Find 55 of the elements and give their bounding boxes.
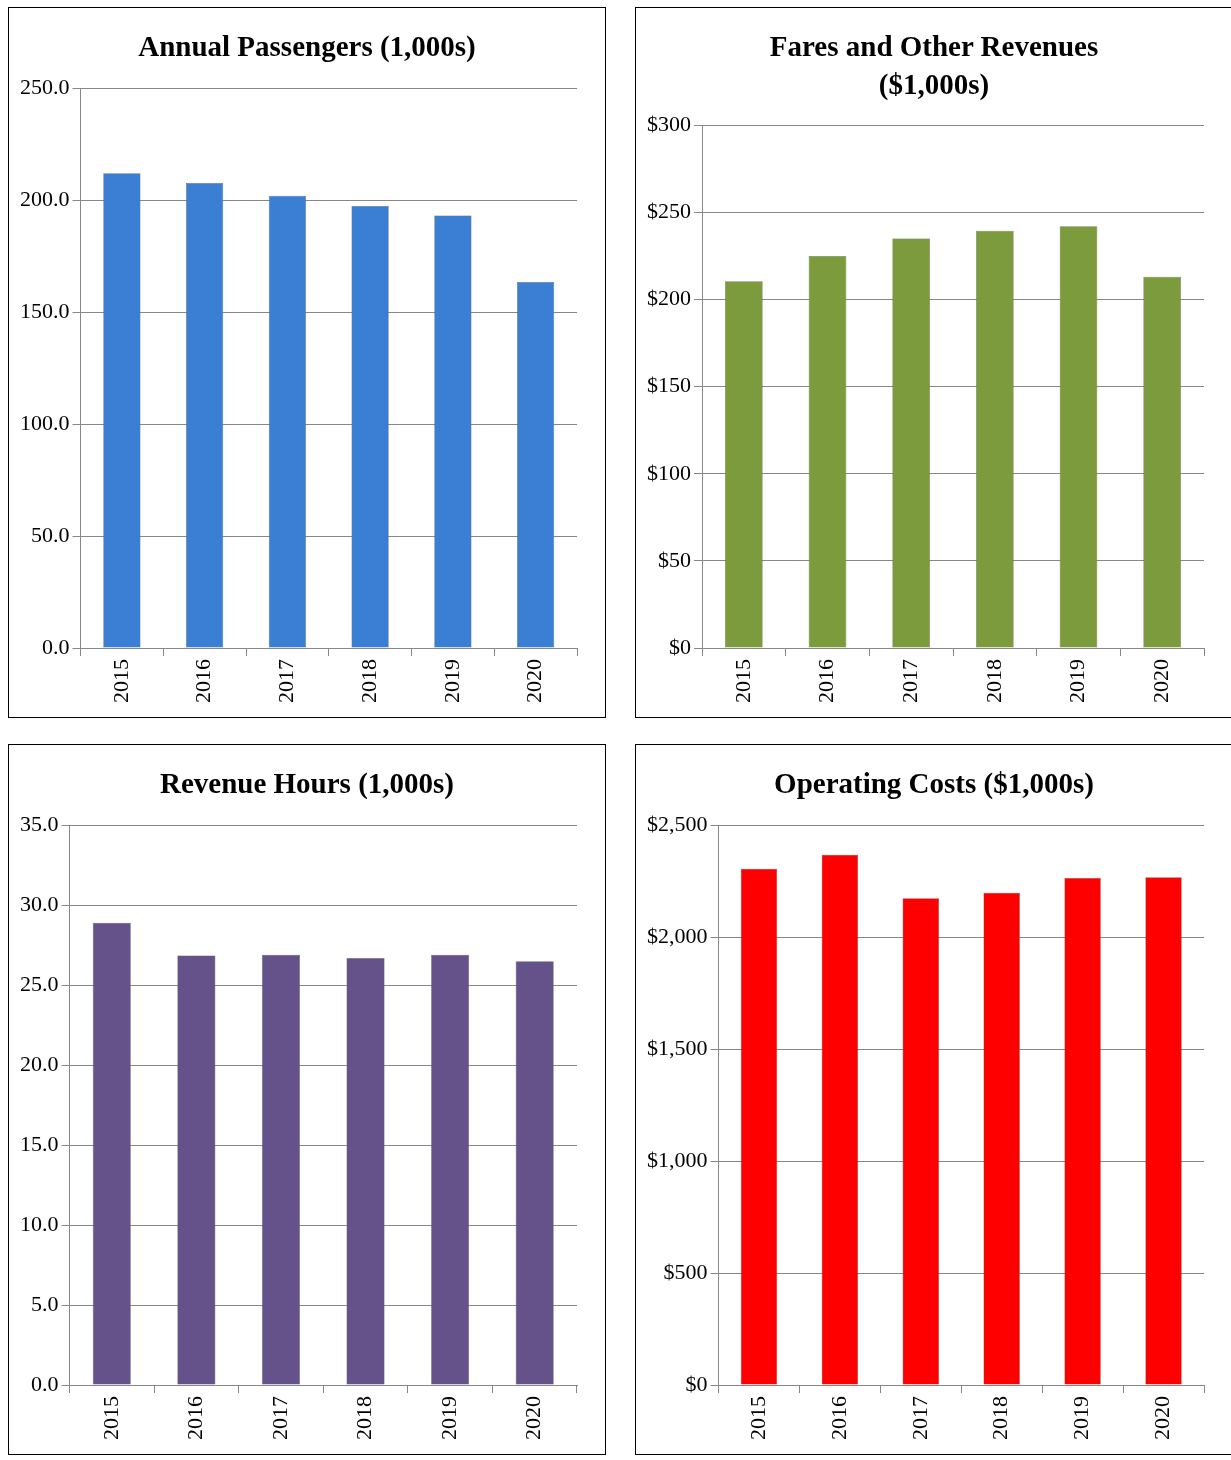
- y-tick-label: 0.0: [42, 633, 70, 659]
- y-tick-label: 15.0: [20, 1130, 59, 1156]
- chart-title: Fares and Other Revenues ($1,000s): [768, 29, 1100, 102]
- x-tick-label: 2019: [1068, 1395, 1094, 1440]
- x-tick-label: 2016: [813, 659, 839, 704]
- x-tick-label: 2019: [1064, 659, 1090, 704]
- x-tick-label: 2016: [825, 1395, 851, 1440]
- x-tick-label: 2020: [521, 658, 547, 703]
- y-tick-label: 250.0: [20, 73, 70, 99]
- y-tick-label: $2,500: [647, 810, 708, 836]
- x-tick-label: 2020: [520, 1395, 546, 1440]
- y-tick-label: 30.0: [20, 890, 59, 916]
- y-tick-label: 35.0: [20, 810, 59, 836]
- y-tick-label: $250: [647, 198, 691, 224]
- y-tick-label: $150: [647, 372, 691, 398]
- y-tick-label: 50.0: [31, 521, 70, 547]
- chart-title: Revenue Hours (1,000s): [159, 766, 455, 801]
- x-tick-label: 2015: [744, 1395, 770, 1440]
- y-tick-label: 25.0: [20, 970, 59, 996]
- y-tick-label: 150.0: [20, 297, 70, 323]
- x-tick-label: 2018: [980, 659, 1006, 704]
- x-tick-label: 2019: [438, 658, 464, 703]
- x-tick-label: 2018: [355, 658, 381, 703]
- x-tick-label: 2016: [182, 1395, 208, 1440]
- y-tick-label: 10.0: [20, 1210, 59, 1236]
- y-tick-label: $500: [663, 1258, 708, 1284]
- y-tick-label: $0: [685, 1370, 708, 1396]
- y-tick-label: 20.0: [20, 1050, 59, 1076]
- x-tick-label: 2016: [190, 658, 216, 703]
- y-tick-label: 200.0: [20, 185, 70, 211]
- x-tick-label: 2017: [906, 1395, 932, 1440]
- x-tick-label: 2020: [1149, 1395, 1175, 1440]
- x-tick-label: 2015: [729, 659, 755, 704]
- chart-title: Annual Passengers (1,000s): [137, 29, 477, 64]
- x-tick-label: 2018: [987, 1395, 1013, 1440]
- y-tick-label: $0: [669, 634, 691, 660]
- x-tick-label: 2017: [273, 658, 299, 703]
- y-tick-label: $1,500: [647, 1034, 708, 1060]
- x-tick-label: 2020: [1147, 659, 1173, 704]
- y-tick-label: $2,000: [647, 922, 708, 948]
- y-tick-label: $200: [647, 285, 691, 311]
- x-tick-label: 2017: [896, 659, 922, 704]
- y-tick-label: $1,000: [647, 1146, 708, 1172]
- x-tick-label: 2015: [107, 658, 133, 703]
- x-tick-label: 2017: [266, 1395, 292, 1440]
- y-tick-label: 100.0: [20, 409, 70, 435]
- y-tick-label: $50: [658, 547, 691, 573]
- x-tick-label: 2018: [351, 1395, 377, 1440]
- y-tick-label: 0.0: [31, 1370, 59, 1396]
- y-tick-label: $300: [647, 111, 691, 137]
- x-tick-label: 2015: [97, 1395, 123, 1440]
- chart-title: Operating Costs ($1,000s): [773, 766, 1095, 801]
- y-tick-label: 5.0: [31, 1290, 59, 1316]
- x-tick-label: 2019: [435, 1395, 461, 1440]
- y-tick-label: $100: [647, 459, 691, 485]
